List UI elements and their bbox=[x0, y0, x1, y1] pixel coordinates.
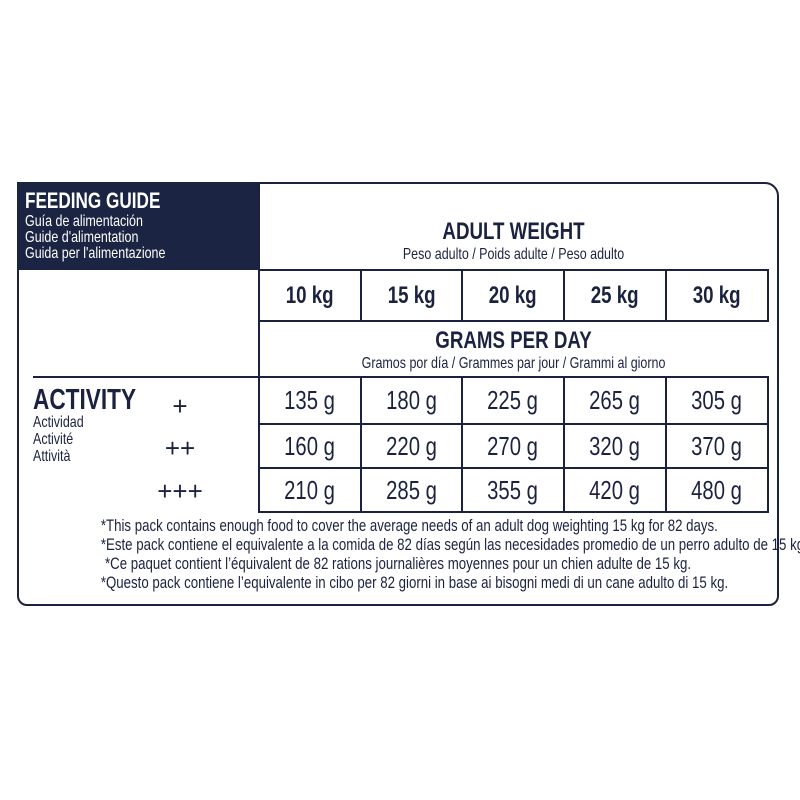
grams-cell: 220 g bbox=[360, 423, 463, 469]
weight-cell: 15 kg bbox=[360, 269, 463, 322]
footnote: *Questo pack contiene l’equivalente in c… bbox=[100, 573, 729, 592]
activity-subtitle: Attività bbox=[33, 448, 71, 465]
header-title: FEEDING GUIDE bbox=[25, 188, 161, 213]
grams-cell: 370 g bbox=[665, 423, 769, 469]
header-subtitle: Guía de alimentación bbox=[25, 213, 143, 230]
grams-cell: 135 g bbox=[258, 376, 362, 425]
grams-cell: 420 g bbox=[563, 467, 667, 513]
grams-cell: 320 g bbox=[563, 423, 667, 469]
feeding-guide-frame bbox=[17, 182, 779, 606]
grams-cell: 305 g bbox=[665, 376, 769, 425]
activity-level: + bbox=[172, 391, 188, 421]
grams-cell: 285 g bbox=[360, 467, 463, 513]
weight-cell: 20 kg bbox=[461, 269, 565, 322]
activity-title: ACTIVITY bbox=[33, 384, 137, 416]
activity-subtitle: Activité bbox=[33, 431, 74, 448]
activity-subtitle: Actividad bbox=[33, 414, 84, 431]
activity-level: ++ bbox=[164, 433, 196, 463]
weight-cell: 10 kg bbox=[258, 269, 362, 322]
weight-cell: 30 kg bbox=[665, 269, 769, 322]
grams-cell: 210 g bbox=[258, 467, 362, 513]
grams-cell: 355 g bbox=[461, 467, 565, 513]
header-subtitle: Guida per l'alimentazione bbox=[25, 245, 166, 262]
footnote: *Este pack contiene el equivalente a la … bbox=[100, 535, 800, 554]
weight-cell: 25 kg bbox=[563, 269, 667, 322]
footnote: *Ce paquet contient l’équivalent de 82 r… bbox=[104, 554, 692, 573]
adult-weight-title: ADULT WEIGHT bbox=[442, 218, 585, 245]
activity-level: +++ bbox=[157, 476, 203, 506]
header-subtitle: Guide d'alimentation bbox=[25, 229, 139, 246]
grams-cell: 265 g bbox=[563, 376, 667, 425]
grams-per-day-title: GRAMS PER DAY bbox=[435, 327, 592, 354]
grams-cell: 225 g bbox=[461, 376, 565, 425]
feeding-guide-header: FEEDING GUIDE Guía de alimentación Guide… bbox=[17, 182, 259, 270]
adult-weight-subtitle: Peso adulto / Poids adulte / Peso adulto bbox=[402, 246, 625, 263]
grams-per-day-subtitle: Gramos por día / Grammes par jour / Gram… bbox=[361, 355, 666, 372]
grams-cell: 480 g bbox=[665, 467, 769, 513]
grams-cell: 270 g bbox=[461, 423, 565, 469]
grams-cell: 160 g bbox=[258, 423, 362, 469]
footnote: *This pack contains enough food to cover… bbox=[100, 516, 718, 535]
grams-cell: 180 g bbox=[360, 376, 463, 425]
